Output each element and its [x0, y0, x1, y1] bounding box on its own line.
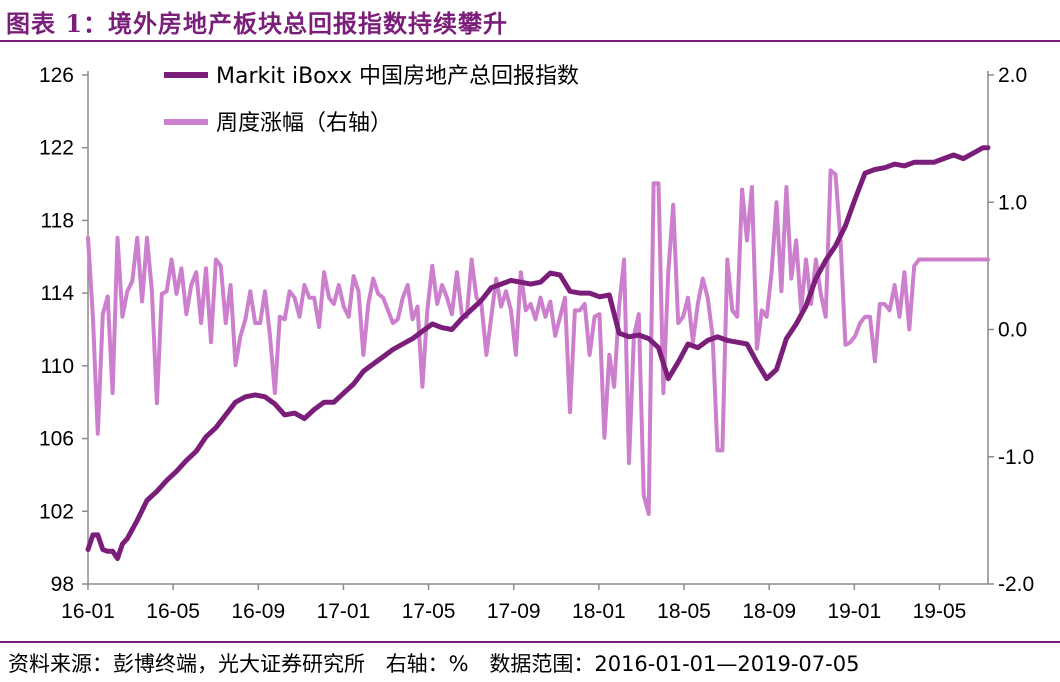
axes: 98 102 106 110 114 118 122 126 -2.0 -1.0 0.0 1.0 2.0… [39, 64, 1034, 623]
y-left-tick-label: 118 [41, 209, 74, 232]
footer-divider [0, 641, 1060, 643]
footer-notes: 资料来源：彭博终端，光大证券研究所 右轴：% 数据范围：2016-01-01—2… [8, 648, 859, 678]
series-layer [85, 145, 991, 561]
chart-title: 图表 1：境外房地产板块总回报指数持续攀升 [6, 9, 509, 38]
y-left-tick-label: 126 [39, 64, 74, 87]
x-tick-label: 16-05 [146, 600, 200, 623]
x-tick-label: 19-01 [827, 600, 881, 623]
y-right-tick-label: 0.0 [998, 319, 1027, 342]
legend-label-index: Markit iBoxx 中国房地产总回报指数 [216, 64, 579, 89]
series-line-weekly-change [86, 168, 990, 516]
right-axis-note: 右轴：% [385, 652, 469, 676]
x-tick-label: 18-01 [572, 600, 626, 623]
y-left-tick-label: 110 [41, 355, 74, 378]
x-tick-label: 17-09 [487, 600, 541, 623]
y-right-tick-label: 2.0 [998, 64, 1027, 87]
y-left-tick-label: 102 [39, 500, 74, 523]
source-note: 资料来源：彭博终端，光大证券研究所 [8, 652, 365, 676]
y-left-tick-label: 98 [51, 573, 74, 596]
y-right-tick-label: -1.0 [998, 446, 1034, 469]
x-tick-label: 16-09 [231, 600, 285, 623]
y-left-tick-label: 106 [39, 428, 74, 451]
x-tick-label: 17-05 [402, 600, 456, 623]
legend: Markit iBoxx 中国房地产总回报指数 周度涨幅（右轴） [164, 64, 579, 136]
legend-label-weekly: 周度涨幅（右轴） [216, 111, 392, 136]
chart: 98 102 106 110 114 118 122 126 -2.0 -1.0 0.0 1.0 2.0… [39, 64, 1034, 623]
x-tick-label: 18-09 [742, 600, 796, 623]
x-tick-label: 18-05 [657, 600, 711, 623]
series-line-index [85, 145, 991, 561]
x-tick-label: 17-01 [317, 600, 371, 623]
title-divider [0, 40, 1060, 42]
y-right-tick-label: 1.0 [998, 191, 1027, 214]
y-right-tick-label: -2.0 [998, 573, 1034, 596]
x-tick-label: 19-05 [913, 600, 967, 623]
x-tick-label: 16-01 [61, 600, 115, 623]
date-range-note: 数据范围：2016-01-01—2019-07-05 [489, 652, 860, 676]
y-left-tick-label: 114 [41, 282, 75, 305]
y-left-tick-label: 122 [39, 137, 74, 160]
